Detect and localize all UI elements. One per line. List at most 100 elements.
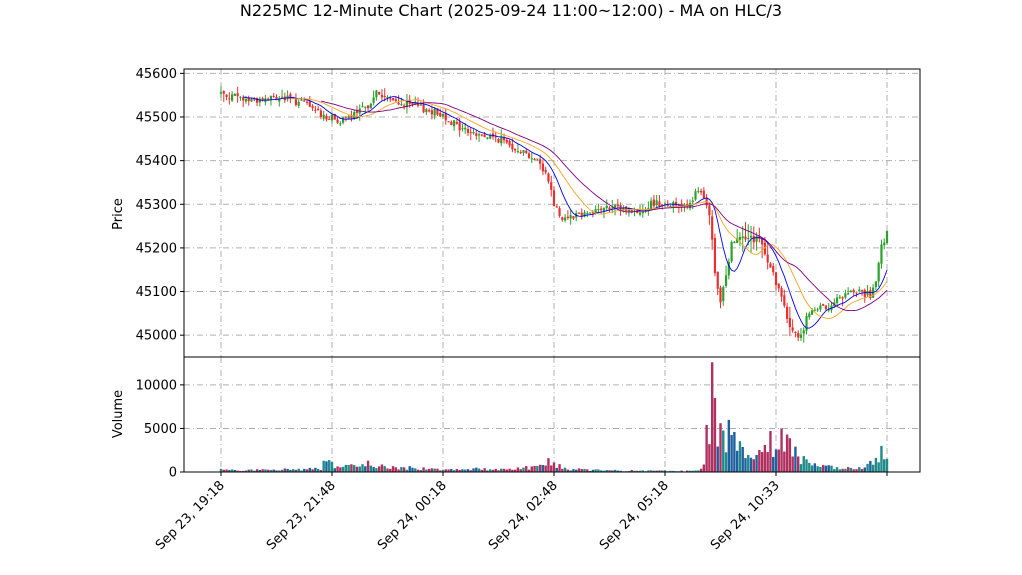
volume-bar (710, 362, 714, 472)
candle-body (774, 272, 778, 286)
volume-bar (303, 468, 306, 472)
volume-bar (286, 468, 289, 472)
volume-bar (722, 430, 725, 472)
candle-body (353, 111, 356, 119)
candle-body (311, 106, 314, 109)
candle-body (322, 114, 325, 119)
candle-body (675, 202, 678, 206)
volume-bar (802, 456, 805, 472)
volume-bar (466, 469, 470, 472)
volume-bar (661, 470, 664, 472)
volume-bar (258, 469, 262, 472)
candle-body (294, 98, 298, 105)
candle-body (586, 213, 589, 215)
candle-body (777, 283, 780, 289)
candle-body (869, 290, 872, 298)
candle-body (361, 106, 364, 108)
candle-body (422, 104, 425, 113)
volume-bar (233, 470, 237, 472)
candle-body (858, 289, 861, 291)
price-ytick-label: 45400 (136, 154, 177, 169)
volume-panel-frame (183, 356, 921, 473)
candle-body (514, 148, 517, 151)
volume-bar (244, 470, 248, 472)
candle-body (383, 95, 386, 97)
volume-bar (838, 469, 842, 472)
candle-body (550, 182, 553, 190)
volume-bar (594, 469, 597, 472)
volume-bar (361, 464, 364, 472)
volume-bar (472, 468, 475, 472)
volume-bar (341, 466, 345, 472)
volume-bar (586, 469, 589, 472)
candle-body (769, 263, 772, 268)
volume-bar (519, 469, 522, 472)
volume-bar (541, 465, 545, 472)
volume-bar (702, 464, 706, 472)
candle-body (530, 158, 533, 160)
volume-bar (439, 470, 442, 472)
candle-body (242, 97, 245, 101)
candle-body (883, 242, 886, 246)
candle-body (588, 212, 592, 214)
volume-bar (533, 465, 536, 472)
candle-body (552, 190, 556, 207)
volume-bar (383, 466, 386, 472)
candle-body (622, 207, 625, 211)
volume-bar (575, 469, 578, 472)
candle-body (439, 113, 442, 117)
x-ticks: Sep 23, 19:18 Sep 23, 21:48 Sep 24, 00:18 S… (153, 472, 888, 553)
volume-bar (358, 466, 361, 472)
volume-bar (508, 468, 511, 472)
price-grid (184, 69, 920, 357)
volume-bar (450, 469, 453, 472)
candle-body (605, 205, 608, 209)
volume-bar (222, 469, 225, 472)
candle-body (749, 235, 753, 238)
candle-body (458, 122, 461, 131)
candle-body (494, 136, 497, 138)
candle-body (339, 123, 342, 125)
candle-body (461, 128, 464, 130)
volume-bar (697, 470, 700, 472)
price-y-ticks: 45000 45100 45200 45300 45400 45500 45600 (136, 67, 184, 344)
volume-marks (219, 362, 889, 472)
candle-body (469, 132, 472, 134)
volume-bar (588, 470, 592, 472)
volume-bar (694, 470, 697, 472)
candle-body (519, 152, 522, 154)
candle-body (522, 150, 525, 153)
candle-body (527, 153, 531, 158)
volume-bar (805, 459, 808, 472)
volume-bar (330, 461, 334, 472)
volume-bar (500, 468, 503, 472)
candle-body (730, 241, 733, 262)
candle-body (466, 128, 470, 133)
candle-body (267, 98, 270, 100)
volume-bar (283, 468, 287, 472)
volume-bar (772, 456, 775, 472)
candle-body (505, 139, 508, 143)
volume-bar (647, 470, 650, 472)
volume-bar (275, 470, 278, 472)
volume-bar (752, 459, 755, 472)
candle-body (822, 304, 825, 306)
volume-bar (569, 470, 572, 472)
moving-average-lines (243, 96, 888, 329)
candle-body (733, 241, 736, 244)
volume-bar (555, 467, 558, 472)
volume-bar (705, 424, 708, 472)
volume-bar (475, 467, 478, 472)
volume-bar (397, 469, 400, 472)
candle-body (813, 309, 816, 311)
volume-bar (230, 469, 234, 472)
candle-body (472, 131, 475, 134)
volume-bar (433, 468, 436, 472)
candle-body (308, 101, 311, 107)
candle-body (444, 113, 447, 121)
candle-body (844, 293, 847, 298)
price-axis-label: Price (111, 198, 126, 230)
candle-body (289, 94, 292, 100)
volume-bar (749, 457, 753, 472)
